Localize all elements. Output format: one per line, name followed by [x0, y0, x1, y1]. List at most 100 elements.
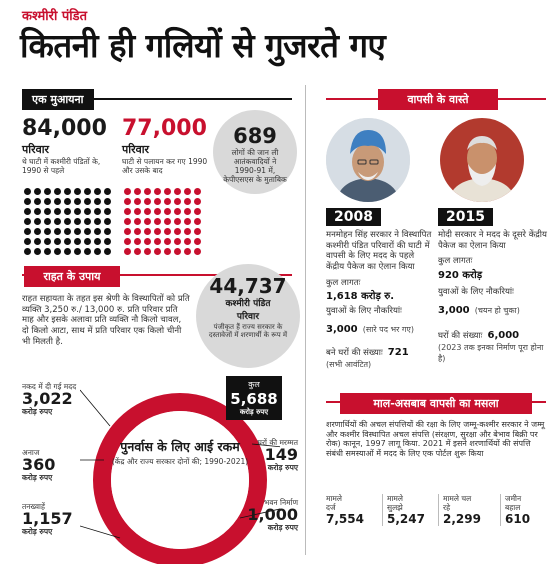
- families-1990-block: 84,000 परिवार थे घाटी में कश्मीरी पंडितो…: [22, 116, 120, 176]
- year-2008-jobs-value: 3,000: [326, 323, 358, 335]
- family-dot: [124, 208, 131, 215]
- family-dot: [44, 208, 51, 215]
- family-dot: [194, 248, 201, 255]
- family-dot: [64, 228, 71, 235]
- year-2015-block: 2015 मोदी सरकार ने मदद के दूसरे केंद्रीय…: [438, 206, 548, 364]
- family-dot: [24, 208, 31, 215]
- family-dot: [134, 198, 141, 205]
- family-dot: [44, 188, 51, 195]
- family-dot: [124, 218, 131, 225]
- family-dot: [144, 208, 151, 215]
- family-dot: [24, 198, 31, 205]
- family-dot: [184, 228, 191, 235]
- portrait-2008: [326, 118, 410, 202]
- family-dot: [174, 228, 181, 235]
- family-dot: [174, 188, 181, 195]
- leader-line: [80, 525, 121, 539]
- property-stat-value: 5,247: [387, 512, 425, 526]
- family-dot: [54, 228, 61, 235]
- family-dot: [74, 228, 81, 235]
- year-2015-badge: 2015: [438, 208, 493, 226]
- family-dot: [174, 218, 181, 225]
- family-dot: [194, 208, 201, 215]
- family-dot: [154, 188, 161, 195]
- families-1990-value: 84,000: [22, 116, 107, 141]
- year-2015-houses-value: 6,000: [487, 329, 520, 341]
- family-dot: [164, 248, 171, 255]
- family-dot: [64, 208, 71, 215]
- family-dot: [194, 238, 201, 245]
- year-2015-jobs-label: युवाओं के लिए नौकरियांः: [438, 286, 514, 297]
- family-dot: [134, 238, 141, 245]
- rehab-item-label: भवन निर्माण: [264, 498, 298, 507]
- year-2008-houses-value: 721: [387, 346, 409, 358]
- family-dot: [84, 188, 91, 195]
- relief-text: राहत सहायता के तहत इस श्रेणी के विस्थापि…: [22, 294, 190, 347]
- dots-red-grid: [124, 188, 201, 255]
- rehab-item-value: 1,157: [22, 509, 73, 528]
- families-fled-desc: घाटी से पलायन कर गए 1990 और उसके बाद: [122, 157, 208, 175]
- deaths-circle: 689 लोगों की जान ली आतंकवादियों ने 1990-…: [213, 110, 297, 194]
- family-dot: [104, 218, 111, 225]
- families-fled-unit: परिवार: [122, 143, 150, 156]
- rehab-total-label: कुल: [248, 380, 260, 389]
- family-dot: [184, 248, 191, 255]
- family-dot: [64, 238, 71, 245]
- year-2015-desc: मोदी सरकार ने मदद के दूसरे केंद्रीय पैके…: [438, 230, 547, 251]
- property-stat-value: 2,299: [443, 512, 481, 526]
- family-dot: [194, 218, 201, 225]
- portrait-2015: [440, 118, 524, 202]
- rehab-item-label: तनख्वाहें: [22, 502, 45, 511]
- rehab-item-value: 3,022: [22, 389, 73, 408]
- year-2008-cost-label: कुल लागतः: [326, 277, 361, 288]
- family-dot: [104, 248, 111, 255]
- family-dot: [94, 238, 101, 245]
- property-stat-value: 7,554: [326, 512, 364, 526]
- column-divider: [305, 85, 306, 555]
- registered-line2: परिवार: [236, 312, 260, 322]
- family-dot: [134, 188, 141, 195]
- year-2008-block: 2008 मनमोहन सिंह सरकार ने विस्थापित कश्म…: [326, 206, 434, 370]
- family-dot: [74, 198, 81, 205]
- rehab-item-unit: करोड़ रुपए: [267, 523, 298, 532]
- family-dot: [64, 188, 71, 195]
- year-2008-jobs-note: (सारे पद भर गए): [362, 324, 414, 334]
- family-dot: [94, 198, 101, 205]
- family-dot: [154, 228, 161, 235]
- donut-ring: [93, 393, 267, 564]
- family-dot: [134, 208, 141, 215]
- donut-leaders: [80, 389, 280, 539]
- rehab-item-repair: घरों की मरम्मत 149 करोड़ रुपए: [236, 438, 298, 472]
- deaths-desc: लोगों की जान ली आतंकवादियों ने 1990-91 म…: [223, 148, 287, 184]
- family-dot: [94, 188, 101, 195]
- overview-title: एक मुआयना: [22, 89, 94, 110]
- family-dot: [34, 208, 41, 215]
- rehab-center-title: पुनर्वास के लिए आई रकम: [120, 439, 240, 454]
- family-dot: [24, 188, 31, 195]
- family-dot: [164, 218, 171, 225]
- leader-line: [251, 443, 280, 448]
- rehab-total-unit: करोड़ रुपए: [239, 408, 269, 416]
- family-dot: [144, 188, 151, 195]
- family-dot: [54, 218, 61, 225]
- family-dot: [184, 188, 191, 195]
- property-text: शरणार्थियों की अचल संपत्तियों की रक्षा क…: [326, 420, 545, 458]
- family-dot: [194, 198, 201, 205]
- family-dot: [184, 208, 191, 215]
- registered-circle: 44,737 कश्मीरी पंडित परिवार पंजीकृत हैं …: [196, 264, 300, 368]
- family-dot: [64, 218, 71, 225]
- leader-line: [239, 508, 280, 519]
- family-dot: [144, 228, 151, 235]
- family-dot: [124, 198, 131, 205]
- family-dot: [174, 198, 181, 205]
- family-dot: [44, 238, 51, 245]
- rehab-item-value: 1,000: [247, 505, 298, 524]
- family-dot: [124, 228, 131, 235]
- family-dot: [34, 198, 41, 205]
- overview-rule: [22, 98, 292, 100]
- leader-line: [80, 389, 111, 427]
- family-dot: [164, 208, 171, 215]
- family-dot: [194, 228, 201, 235]
- relief-rule: [22, 274, 292, 276]
- family-dot: [34, 238, 41, 245]
